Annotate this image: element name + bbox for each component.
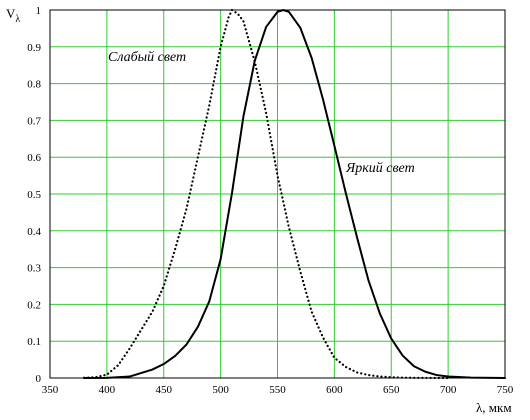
y-tick-label: 0.9 — [27, 42, 41, 54]
series-bright-light-line — [83, 9, 506, 379]
series-label-bright-light: Яркий свет — [345, 161, 415, 176]
y-tick-label: 0.3 — [27, 263, 41, 275]
x-tick-label: 700 — [440, 384, 457, 396]
y-tick-labels: 0 0.1 0.2 0.3 0.4 0.5 0.6 0.7 0.8 0.9 1 — [27, 5, 41, 385]
y-tick-label: 1 — [36, 5, 42, 17]
y-tick-label: 0.6 — [27, 152, 41, 164]
series-lines — [83, 8, 506, 380]
y-tick-label: 0.1 — [27, 336, 41, 348]
x-tick-label: 500 — [212, 384, 229, 396]
y-tick-label: 0.4 — [27, 226, 41, 238]
y-tick-label: 0.7 — [27, 115, 41, 127]
x-tick-label: 750 — [497, 384, 514, 396]
series-label-weak-light: Слабый свет — [108, 50, 186, 65]
y-tick-label: 0.5 — [27, 189, 41, 201]
y-axis-label: Vλ — [6, 6, 20, 25]
x-tick-label: 350 — [42, 384, 59, 396]
y-tick-label: 0.2 — [27, 299, 41, 311]
x-tick-label: 400 — [99, 384, 116, 396]
y-tick-label: 0.8 — [27, 79, 41, 91]
y-tick-label: 0 — [36, 373, 42, 385]
x-tick-labels: 350 400 450 500 550 600 650 700 750 — [42, 384, 514, 396]
x-tick-label: 550 — [269, 384, 286, 396]
plot-frame — [49, 9, 506, 379]
x-tick-label: 600 — [326, 384, 343, 396]
x-tick-label: 650 — [383, 384, 400, 396]
x-tick-label: 450 — [156, 384, 173, 396]
y-axis-label-sub: λ — [15, 14, 20, 25]
x-axis-label: λ, мкм — [476, 400, 512, 415]
grid — [49, 9, 506, 379]
y-axis-label-main: V — [6, 6, 16, 21]
